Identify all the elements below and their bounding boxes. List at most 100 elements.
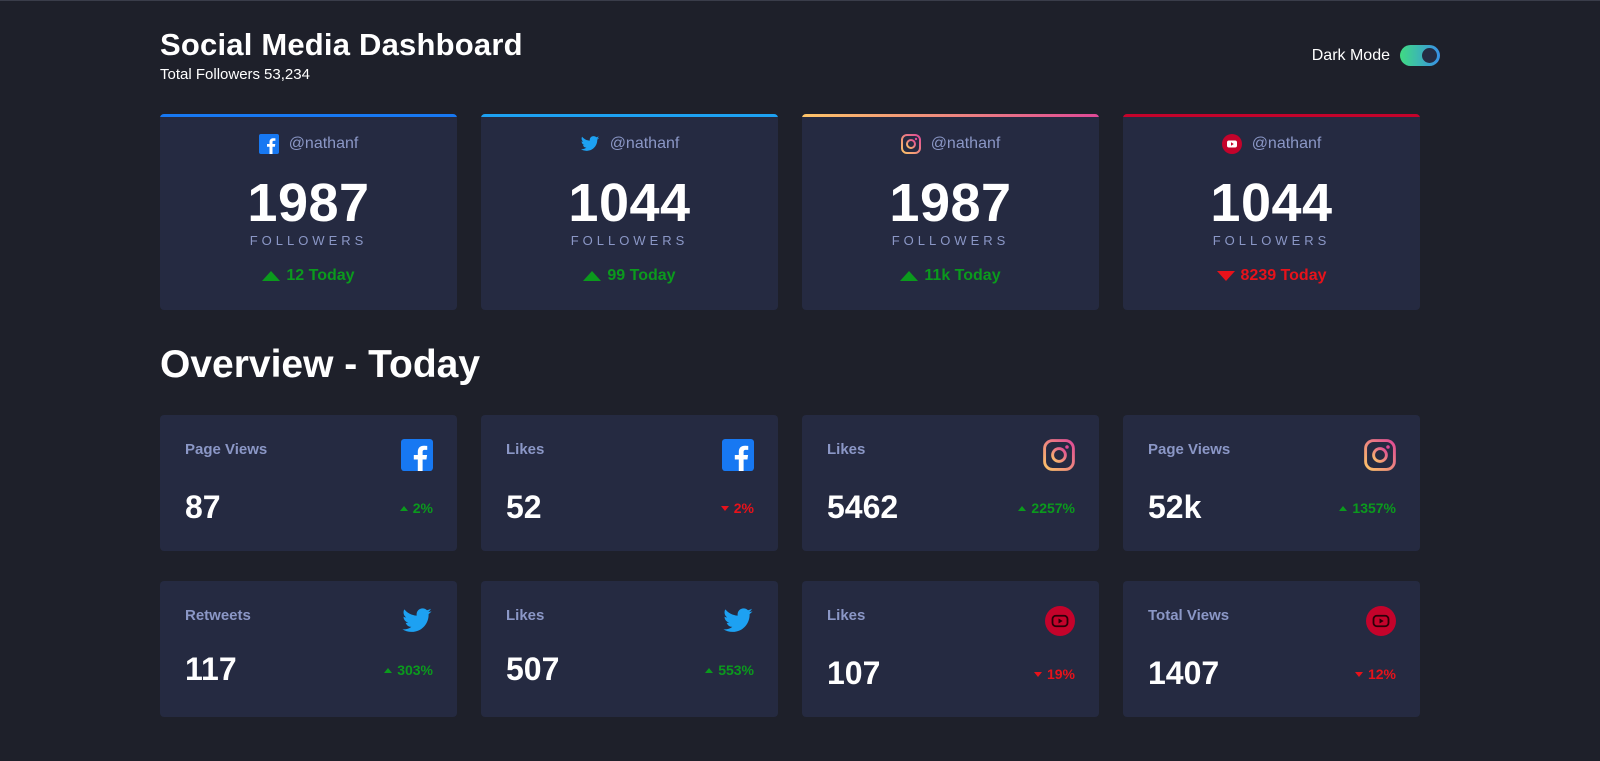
dashboard: Social Media Dashboard Total Followers 53…	[160, 1, 1440, 761]
twitter-icon	[580, 136, 599, 151]
handle-row: @nathanf	[1123, 134, 1420, 154]
followers-today-change: 11k Today	[802, 267, 1099, 285]
arrow-up-icon	[384, 667, 393, 673]
card-top-bar	[160, 114, 457, 117]
facebook-icon	[401, 439, 433, 471]
today-change-text: 8239 Today	[1240, 267, 1327, 284]
overview-card[interactable]: Page Views 87 2%	[160, 415, 457, 551]
follower-card-twitter[interactable]: @nathanf 1044 FOLLOWERS 99 Today	[481, 114, 778, 310]
dark-mode-label: Dark Mode	[1311, 46, 1390, 64]
instagram-icon	[900, 134, 921, 154]
youtube-icon	[1366, 606, 1396, 636]
handle-row: @nathanf	[160, 134, 457, 154]
metric-label: Likes	[506, 441, 545, 458]
today-change-text: 11k Today	[924, 267, 1001, 284]
follower-count: 1044	[1210, 173, 1333, 233]
followers-label: FOLLOWERS	[891, 233, 1010, 248]
metric-value: 52	[506, 489, 542, 525]
overview-card[interactable]: Likes 5462 2257%	[802, 415, 1099, 551]
arrow-up-icon	[900, 271, 919, 281]
metric-label: Retweets	[185, 607, 251, 624]
metric-value: 117	[185, 651, 237, 687]
metric-value: 1407	[1148, 655, 1220, 691]
total-followers-value: 53,234	[264, 66, 310, 83]
metric-change-text: 553%	[718, 662, 754, 678]
overview-card[interactable]: Retweets 117 303%	[160, 581, 457, 717]
metric-change: 2%	[720, 500, 754, 516]
metric-change: 12%	[1354, 666, 1396, 682]
twitter-icon	[402, 608, 432, 632]
total-followers: Total Followers 53,234	[160, 66, 314, 83]
metric-change: 303%	[384, 662, 433, 678]
metric-label: Page Views	[1148, 441, 1231, 458]
overview-card[interactable]: Likes 507 553%	[481, 581, 778, 717]
arrow-up-icon	[262, 271, 281, 281]
metric-label: Page Views	[185, 441, 268, 458]
facebook-icon	[258, 134, 279, 154]
page-title: Social Media Dashboard	[160, 27, 523, 62]
follower-handle: @nathanf	[288, 135, 359, 152]
metric-change-text: 1357%	[1352, 500, 1396, 516]
metric-label: Total Views	[1148, 607, 1230, 624]
followers-label: FOLLOWERS	[570, 233, 689, 248]
metric-change-text: 12%	[1367, 666, 1396, 682]
followers-today-change: 99 Today	[481, 267, 778, 285]
metric-change: 1357%	[1339, 500, 1396, 516]
follower-handle: @nathanf	[609, 135, 680, 152]
overview-card[interactable]: Likes 107 19%	[802, 581, 1099, 717]
handle-row: @nathanf	[481, 134, 778, 154]
arrow-down-icon	[1354, 671, 1363, 677]
today-change-text: 12 Today	[286, 267, 355, 284]
handle-row: @nathanf	[802, 134, 1099, 154]
card-top-bar	[481, 114, 778, 117]
followers-today-change: 12 Today	[160, 267, 457, 285]
arrow-up-icon	[399, 505, 408, 511]
overview-card[interactable]: Total Views 1407 12%	[1123, 581, 1420, 717]
metric-change-text: 2%	[733, 500, 754, 516]
follower-card-youtube[interactable]: @nathanf 1044 FOLLOWERS 8239 Today	[1123, 114, 1420, 310]
overview-title: Overview - Today	[160, 343, 481, 386]
metric-value: 5462	[827, 489, 899, 525]
arrow-down-icon	[720, 505, 729, 511]
metric-change-text: 2%	[412, 500, 433, 516]
card-top-bar	[1123, 114, 1420, 117]
arrow-up-icon	[1339, 505, 1348, 511]
today-change-text: 99 Today	[607, 267, 676, 284]
facebook-icon	[722, 439, 754, 471]
follower-count: 1044	[568, 173, 691, 233]
youtube-icon	[1045, 606, 1075, 636]
metric-change: 553%	[705, 662, 754, 678]
arrow-up-icon	[583, 271, 602, 281]
instagram-icon	[1043, 439, 1075, 471]
arrow-down-icon	[1216, 271, 1235, 281]
metric-change-text: 2257%	[1031, 500, 1075, 516]
follower-card-facebook[interactable]: @nathanf 1987 FOLLOWERS 12 Today	[160, 114, 457, 310]
metric-change-text: 303%	[397, 662, 433, 678]
metric-value: 507	[506, 651, 560, 687]
twitter-icon	[723, 608, 753, 632]
instagram-icon	[1364, 439, 1396, 471]
metric-label: Likes	[827, 441, 866, 458]
metric-change-text: 19%	[1046, 666, 1075, 682]
metric-value: 107	[827, 655, 881, 691]
metric-change: 19%	[1033, 666, 1075, 682]
metric-value: 87	[185, 489, 221, 525]
arrow-up-icon	[1018, 505, 1027, 511]
followers-today-change: 8239 Today	[1123, 267, 1420, 285]
card-top-bar	[802, 114, 1099, 117]
metric-value: 52k	[1148, 489, 1202, 525]
dark-mode-control: Dark Mode	[1312, 45, 1440, 66]
toggle-knob	[1422, 48, 1437, 63]
overview-card[interactable]: Page Views 52k 1357%	[1123, 415, 1420, 551]
arrow-up-icon	[705, 667, 714, 673]
dark-mode-toggle[interactable]	[1400, 45, 1440, 66]
follower-count: 1987	[247, 173, 370, 233]
follower-card-instagram[interactable]: @nathanf 1987 FOLLOWERS 11k Today	[802, 114, 1099, 310]
followers-label: FOLLOWERS	[1212, 233, 1331, 248]
metric-label: Likes	[506, 607, 545, 624]
followers-label: FOLLOWERS	[249, 233, 368, 248]
total-followers-label: Total Followers	[160, 66, 261, 83]
overview-card[interactable]: Likes 52 2%	[481, 415, 778, 551]
arrow-down-icon	[1033, 671, 1042, 677]
follower-handle: @nathanf	[1251, 135, 1322, 152]
